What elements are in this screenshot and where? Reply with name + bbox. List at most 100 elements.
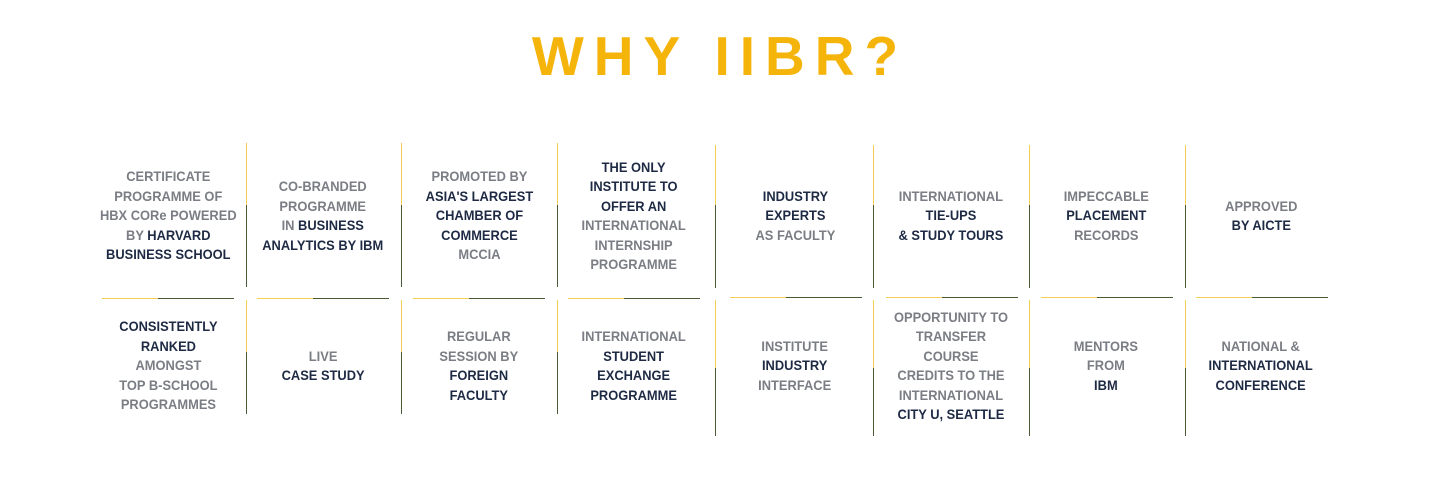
feature-line: EXCHANGE: [582, 366, 686, 386]
feature-line: REGULAR: [440, 327, 519, 347]
feature-label: PROGRAMME OF: [113, 187, 223, 204]
grid-divider: [557, 143, 558, 287]
feature-line: FOREIGN: [440, 366, 519, 386]
feature-line: STUDENT: [582, 347, 686, 367]
grid-divider: [715, 145, 716, 288]
feature-text: MENTORS FROM IBM: [1074, 337, 1138, 396]
feature-cell: OPPORTUNITY TO TRANSFER COURSE CREDITS TO T…: [876, 296, 1026, 436]
feature-line: EXPERTS: [755, 206, 835, 226]
feature-cell: THE ONLY INSTITUTE TO OFFER AN INTERNATIONA…: [559, 146, 709, 286]
feature-highlight: INSTITUTE TO: [590, 178, 678, 194]
feature-line: PROGRAMME: [582, 255, 686, 275]
feature-highlight: INDUSTRY: [762, 357, 828, 374]
feature-cell: REGULAR SESSION BY FOREIGN FACULTY: [404, 296, 554, 436]
feature-label: SESSION BY: [439, 347, 519, 364]
feature-text: THE ONLY INSTITUTE TO OFFER AN INTERNATIONA…: [582, 158, 686, 275]
feature-highlight: CASE STUDY: [281, 367, 365, 383]
feature-line: INTERNATIONAL: [894, 386, 1008, 406]
feature-label: HBX CORe POWERED: [99, 207, 237, 224]
feature-line: THE ONLY: [582, 158, 686, 178]
feature-cell: INTERNATIONAL TIE-UPS & STUDY TOURS: [876, 146, 1026, 286]
feature-line: CONSISTENTLY: [119, 317, 217, 337]
feature-label: PROMOTED BY: [431, 168, 527, 185]
feature-highlight: EXCHANGE: [597, 367, 671, 383]
feature-label: IMPECCABLE: [1063, 187, 1149, 204]
feature-cell: PROMOTED BY ASIA'S LARGEST CHAMBER OF COMME…: [404, 146, 554, 286]
feature-label: TOP B-SCHOOL: [118, 376, 218, 393]
feature-line: CHAMBER OF: [425, 206, 533, 226]
feature-line: OPPORTUNITY TO: [894, 308, 1008, 328]
grid-divider: [873, 145, 874, 288]
grid-divider: [102, 298, 234, 299]
feature-highlight: ANALYTICS BY IBM: [262, 236, 384, 253]
feature-cell: INDUSTRY EXPERTS AS FACULTY: [720, 146, 870, 286]
feature-highlight: STUDENT: [603, 347, 665, 364]
feature-line: FROM: [1074, 356, 1138, 376]
feature-highlight: FACULTY: [449, 386, 509, 403]
feature-label: FROM: [1087, 357, 1125, 374]
feature-line: INSTITUTE: [759, 337, 832, 357]
feature-line: COURSE: [894, 347, 1008, 367]
feature-highlight: COMMERCE: [440, 226, 518, 243]
feature-line: INDUSTRY: [755, 187, 835, 207]
feature-line: SESSION BY: [440, 347, 519, 367]
feature-line: PROMOTED BY: [425, 167, 533, 187]
feature-label: AMONGST: [135, 357, 201, 374]
feature-line: RECORDS: [1063, 226, 1148, 246]
feature-cell: IMPECCABLE PLACEMENT RECORDS: [1031, 146, 1181, 286]
feature-label: INSTITUTE: [761, 337, 829, 354]
feature-label: REGULAR: [447, 328, 511, 344]
feature-highlight: RANKED: [140, 337, 196, 354]
feature-label: COURSE: [923, 347, 979, 364]
feature-line: CONFERENCE: [1209, 376, 1313, 396]
feature-highlight: EXPERTS: [764, 207, 826, 224]
feature-label: MENTORS: [1073, 337, 1139, 354]
feature-line: IBM: [1074, 376, 1138, 396]
grid-divider: [1029, 300, 1030, 436]
grid-divider: [873, 300, 874, 436]
feature-line: HBX CORe POWERED: [100, 206, 237, 226]
feature-highlight: BY AICTE: [1231, 217, 1291, 233]
feature-text: APPROVED BY AICTE: [1225, 197, 1297, 236]
feature-cell: APPROVED BY AICTE: [1186, 146, 1336, 286]
feature-line: INTERFACE: [759, 376, 832, 396]
feature-highlight: BUSINESS: [298, 217, 365, 233]
feature-line: IMPECCABLE: [1063, 187, 1148, 207]
feature-line: INTERNATIONAL: [1209, 356, 1313, 376]
feature-cell: CO-BRANDED PROGRAMME IN BUSINESS ANALYTICS …: [248, 146, 398, 286]
feature-label: APPROVED: [1224, 197, 1298, 214]
feature-highlight: & STUDY TOURS: [898, 226, 1004, 243]
feature-label: LIVE: [308, 347, 338, 364]
feature-label: IN: [281, 217, 299, 233]
grid-divider: [246, 300, 247, 414]
feature-line: TOP B-SCHOOL: [119, 376, 217, 396]
feature-highlight: CONSISTENTLY: [118, 318, 218, 335]
feature-highlight: CHAMBER OF: [435, 207, 523, 224]
grid-divider: [413, 298, 545, 299]
feature-highlight: PLACEMENT: [1065, 207, 1147, 224]
grid-divider: [401, 143, 402, 287]
feature-line: CITY U, SEATTLE: [894, 405, 1008, 425]
feature-text: CERTIFICATE PROGRAMME OF HBX CORe POWERED B…: [100, 167, 237, 265]
feature-label: INTERNATIONAL: [581, 328, 687, 344]
feature-highlight: INDUSTRY: [762, 187, 828, 204]
feature-text: INTERNATIONAL STUDENT EXCHANGE PROGRAMME: [582, 327, 686, 405]
grid-divider: [1196, 297, 1328, 298]
feature-line: BY AICTE: [1225, 216, 1297, 236]
feature-line: INTERNATIONAL: [582, 327, 686, 347]
feature-line: TRANSFER: [894, 327, 1008, 347]
feature-cell: INTERNATIONAL STUDENT EXCHANGE PROGRAMME: [559, 296, 709, 436]
feature-line: BY HARVARD: [100, 226, 237, 246]
feature-line: AMONGST: [119, 356, 217, 376]
feature-line: MCCIA: [425, 245, 533, 265]
feature-cell: INSTITUTE INDUSTRY INTERFACE: [720, 296, 870, 436]
feature-label: BY: [125, 226, 148, 243]
feature-cell: CERTIFICATE PROGRAMME OF HBX CORe POWERED B…: [93, 146, 243, 286]
grid-divider: [730, 297, 862, 298]
feature-line: PLACEMENT: [1063, 206, 1148, 226]
feature-label: OPPORTUNITY TO: [893, 308, 1009, 325]
feature-text: INDUSTRY EXPERTS AS FACULTY: [755, 187, 835, 246]
grid-divider: [1041, 297, 1173, 298]
feature-line: BUSINESS SCHOOL: [100, 245, 237, 265]
feature-highlight: HARVARD: [147, 226, 211, 243]
